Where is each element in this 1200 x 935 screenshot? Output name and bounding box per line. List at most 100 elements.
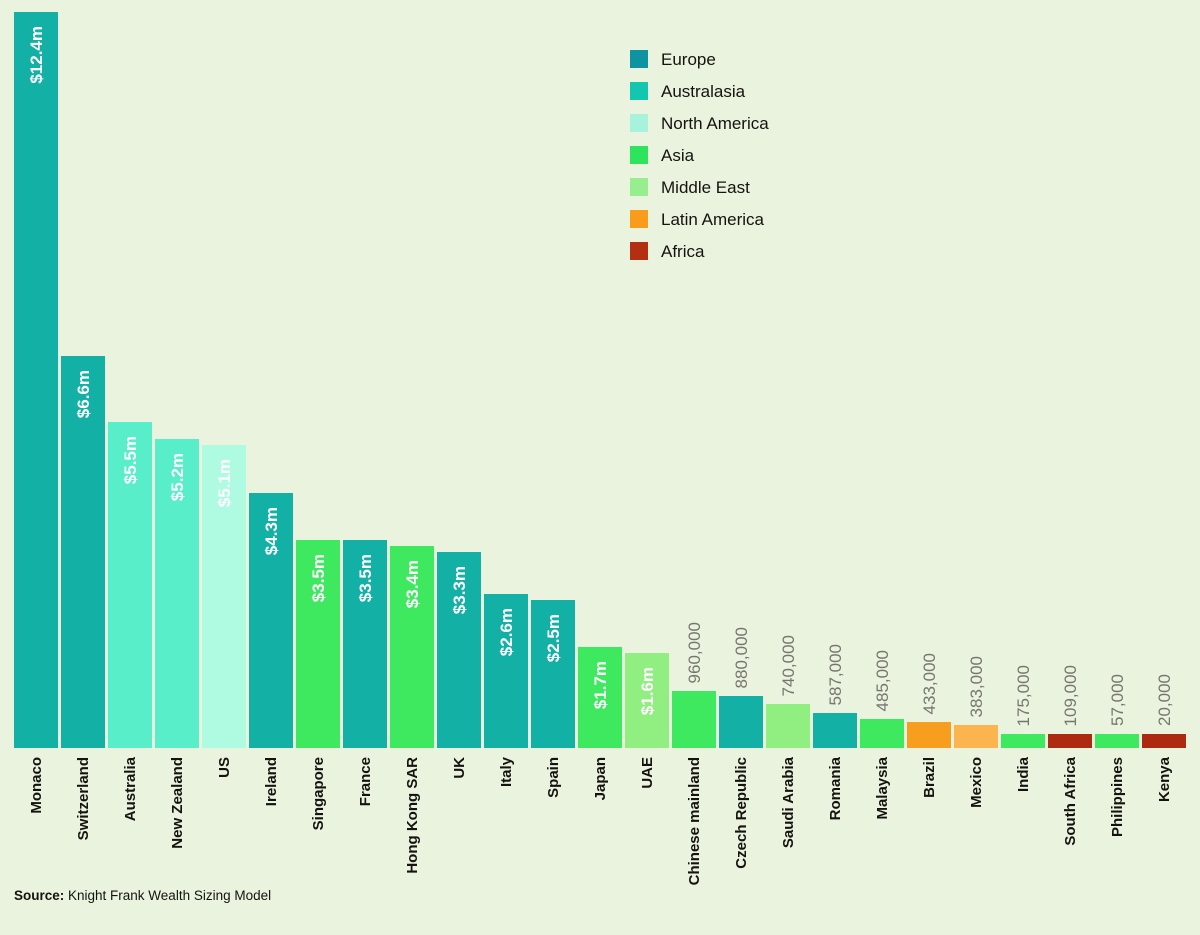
axis-label-saudi-arabia: Saudi Arabia: [779, 757, 797, 849]
axis-label-czech-republic: Czech Republic: [732, 757, 750, 869]
bar-value-label: $5.1m: [214, 459, 234, 508]
legend-item-north-america: North America: [630, 114, 769, 132]
axis-label-philippines: Philippines: [1108, 757, 1126, 838]
bar-south-africa: [1048, 734, 1092, 748]
bar-column-romania: 587,000 Romania: [813, 644, 857, 895]
axis-label-monaco: Monaco: [27, 757, 45, 814]
axis-label-hong-kong-sar: Hong Kong SAR: [403, 757, 421, 874]
legend-item-label: Australasia: [661, 81, 746, 101]
bar-column-singapore: $3.5m Singapore: [296, 540, 340, 895]
bar-column-switzerland: $6.6m Switzerland: [61, 356, 105, 895]
legend-item-label: Middle East: [661, 177, 750, 197]
bar-value-label: $3.5m: [355, 554, 375, 603]
bar-column-chinese-mainland: 960,000 Chinese mainland: [672, 622, 716, 895]
axis-label-romania: Romania: [826, 757, 844, 821]
axis-label-brazil: Brazil: [920, 757, 938, 798]
axis-label-cell: Brazil: [920, 748, 938, 895]
legend-swatch-icon: [630, 50, 648, 68]
axis-label-spain: Spain: [544, 757, 562, 798]
bar-chart: $12.4m Monaco $6.6m Switzerland $5.5m Austral…: [14, 0, 1186, 895]
bar-hong-kong-sar: $3.4m: [390, 546, 434, 748]
bar-new-zealand: $5.2m: [155, 439, 199, 748]
axis-label-cell: Chinese mainland: [686, 748, 703, 895]
bar-switzerland: $6.6m: [61, 356, 105, 748]
source-note: Source: Knight Frank Wealth Sizing Model: [14, 888, 271, 903]
axis-label-cell: UAE: [639, 748, 656, 895]
bar-value-label: 485,000: [872, 649, 892, 711]
legend-item-label: Europe: [661, 49, 716, 69]
bar-column-uk: $3.3m UK: [437, 552, 481, 895]
axis-label-cell: Ireland: [262, 748, 280, 895]
bar-uae: $1.6m: [625, 653, 669, 748]
axis-label-cell: South Africa: [1061, 748, 1079, 895]
legend-swatch-icon: [630, 82, 648, 100]
axis-label-ireland: Ireland: [262, 757, 280, 807]
legend-item-asia: Asia: [630, 146, 769, 164]
bar-value-label: 175,000: [1013, 664, 1033, 726]
bar-malaysia: [860, 719, 904, 748]
axis-label-india: India: [1014, 757, 1032, 793]
axis-label-cell: US: [216, 748, 233, 895]
bar-brazil: [907, 722, 951, 748]
bar-italy: $2.6m: [484, 594, 528, 748]
bar-france: $3.5m: [343, 540, 387, 748]
bar-value-label: 57,000: [1107, 674, 1127, 726]
legend-swatch-icon: [630, 242, 648, 260]
bar-value-label: 109,000: [1060, 664, 1080, 726]
bar-column-japan: $1.7m Japan: [578, 647, 622, 895]
legend: Europe Australasia North America Asia Middle…: [630, 50, 769, 274]
bar-column-spain: $2.5m Spain: [531, 600, 575, 895]
bar-japan: $1.7m: [578, 647, 622, 748]
bar-ireland: $4.3m: [249, 493, 293, 748]
bar-column-czech-republic: 880,000 Czech Republic: [719, 627, 763, 895]
bar-column-hong-kong-sar: $3.4m Hong Kong SAR: [390, 546, 434, 895]
axis-label-italy: Italy: [497, 757, 515, 788]
bar-value-label: 880,000: [731, 626, 751, 688]
bar-value-label: $5.5m: [120, 436, 140, 485]
axis-label-cell: Kenya: [1156, 748, 1173, 895]
axis-label-mexico: Mexico: [967, 757, 985, 808]
bar-column-malaysia: 485,000 Malaysia: [860, 650, 904, 895]
axis-label-cell: Hong Kong SAR: [403, 748, 421, 895]
bar-value-label: $6.6m: [73, 370, 93, 419]
bar-value-label: $3.5m: [308, 554, 328, 603]
axis-label-cell: Spain: [544, 748, 562, 895]
axis-label-cell: Singapore: [309, 748, 327, 895]
bar-column-france: $3.5m France: [343, 540, 387, 895]
axis-label-cell: New Zealand: [169, 748, 186, 895]
source-prefix: Source:: [14, 888, 65, 903]
bar-column-mexico: 383,000 Mexico: [954, 656, 998, 895]
axis-label-malaysia: Malaysia: [873, 757, 891, 820]
bar-saudi-arabia: [766, 704, 810, 748]
bar-column-saudi-arabia: 740,000 Saudi Arabia: [766, 635, 810, 895]
bar-value-label: $12.4m: [26, 26, 46, 84]
bar-column-brazil: 433,000 Brazil: [907, 653, 951, 895]
axis-label-cell: Saudi Arabia: [779, 748, 797, 895]
legend-item-middle-east: Middle East: [630, 178, 769, 196]
axis-label-uk: UK: [450, 757, 468, 779]
legend-item-label: Asia: [661, 145, 695, 165]
bar-value-label: 20,000: [1154, 674, 1174, 726]
bar-value-label: $1.6m: [637, 667, 657, 716]
legend-swatch-icon: [630, 210, 648, 228]
legend-item-label: North America: [661, 113, 769, 133]
bar-column-philippines: 57,000 Philippines: [1095, 674, 1139, 895]
bar-monaco: $12.4m: [14, 12, 58, 748]
bar-australia: $5.5m: [108, 422, 152, 748]
axis-label-france: France: [356, 757, 374, 807]
bar-column-australia: $5.5m Australia: [108, 422, 152, 895]
bar-column-south-africa: 109,000 South Africa: [1048, 665, 1092, 895]
bar-singapore: $3.5m: [296, 540, 340, 748]
legend-swatch-icon: [630, 114, 648, 132]
axis-label-cell: Romania: [826, 748, 844, 895]
axis-label-singapore: Singapore: [309, 757, 327, 831]
legend-item-latin-america: Latin America: [630, 210, 769, 228]
axis-label-cell: Czech Republic: [732, 748, 750, 895]
axis-label-cell: Australia: [122, 748, 139, 895]
legend-item-europe: Europe: [630, 50, 769, 68]
bar-value-label: $3.4m: [402, 560, 422, 609]
bar-value-label: $4.3m: [261, 507, 281, 556]
axis-label-cell: UK: [450, 748, 468, 895]
axis-label-south-africa: South Africa: [1061, 757, 1079, 846]
